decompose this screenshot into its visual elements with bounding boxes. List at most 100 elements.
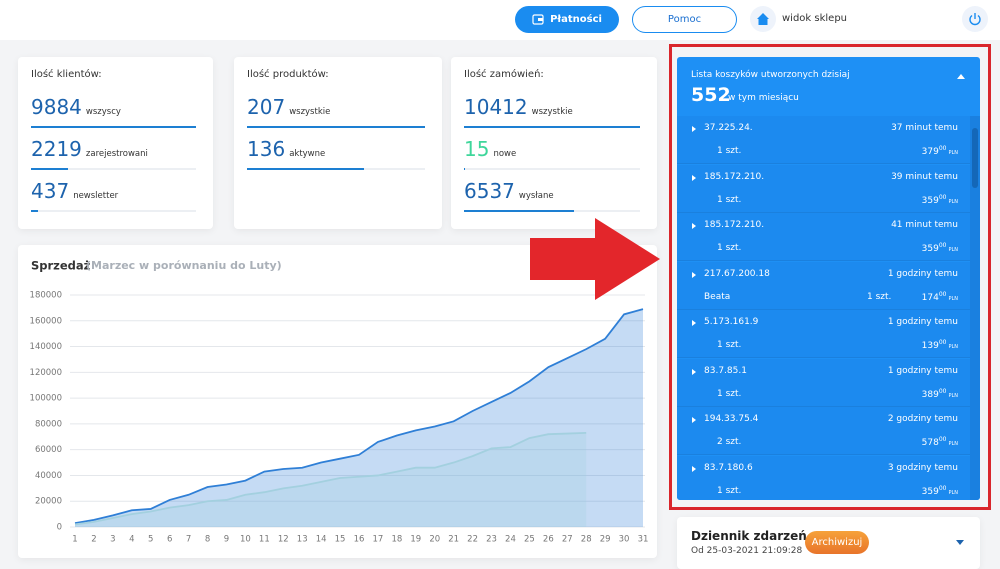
price-cents: 00 bbox=[938, 242, 947, 249]
stat-label: wysłane bbox=[518, 191, 554, 201]
price-amount: 578 bbox=[921, 438, 939, 448]
x-tick-label: 20 bbox=[429, 535, 440, 545]
cart-item[interactable]: 194.33.75.4 2 godziny temu 2 szt. 57800PLN bbox=[677, 407, 970, 455]
price-cents: 00 bbox=[938, 193, 947, 201]
cart-qty: 1 szt. bbox=[717, 485, 742, 496]
help-label: Pomoc bbox=[667, 14, 702, 25]
price-currency: PLN bbox=[948, 344, 958, 350]
chart-subtitle: (Marzec w porównaniu do Luty) bbox=[86, 259, 282, 272]
power-button[interactable] bbox=[962, 6, 988, 32]
caret-shape bbox=[692, 320, 696, 326]
cart-qty: 1 szt. bbox=[717, 388, 742, 399]
log-title: Dziennik zdarzeń bbox=[691, 529, 807, 543]
series-line bbox=[74, 308, 644, 525]
x-tick-label: 6 bbox=[167, 535, 172, 545]
cart-item[interactable]: 185.172.210. 41 minut temu 1 szt. 35900PLN bbox=[677, 213, 970, 261]
shop-link[interactable]: widok sklepu bbox=[782, 13, 848, 24]
x-tick-label: 1 bbox=[72, 535, 77, 545]
stat-value: 2219 bbox=[31, 137, 82, 161]
stat-row: 207 wszystkie bbox=[247, 95, 330, 119]
x-tick-label: 29 bbox=[600, 535, 611, 545]
x-tick-label: 18 bbox=[391, 535, 402, 545]
help-button[interactable]: Pomoc bbox=[632, 6, 737, 33]
x-tick-label: 7 bbox=[186, 535, 191, 545]
chart-card: Sprzedaż (Marzec w porównaniu do Luty) 0… bbox=[18, 245, 657, 558]
collapse-icon[interactable] bbox=[956, 71, 966, 81]
price-cents: 00 bbox=[938, 484, 947, 492]
caret-shape bbox=[692, 223, 696, 229]
card-title: Ilość klientów: bbox=[31, 69, 102, 80]
scroll-thumb[interactable] bbox=[972, 128, 978, 188]
price-currency: PLN bbox=[948, 392, 958, 399]
price-currency: PLN bbox=[948, 247, 958, 253]
stat-row: 136 aktywne bbox=[247, 137, 325, 161]
archive-button[interactable]: Archiwizuj bbox=[805, 531, 869, 554]
cart-item[interactable]: 217.67.200.18 1 godziny temu Beata 1 szt. 17… bbox=[677, 261, 970, 310]
cart-time: 1 godziny temu bbox=[887, 317, 958, 327]
x-tick-label: 23 bbox=[486, 535, 497, 545]
progress-track bbox=[31, 210, 196, 212]
progress-bar bbox=[464, 210, 575, 212]
cart-qty: 1 szt. bbox=[717, 146, 742, 156]
cart-item[interactable]: 83.7.85.1 1 godziny temu 1 szt. 38900PLN bbox=[677, 358, 970, 407]
x-tick-label: 19 bbox=[410, 535, 421, 545]
x-tick-label: 10 bbox=[240, 535, 251, 545]
stat-card: Ilość zamówień: 10412 wszystkie 15 nowe 6537 w… bbox=[451, 57, 657, 229]
cart-time: 2 godziny temu bbox=[887, 414, 958, 424]
x-tick-label: 21 bbox=[448, 535, 459, 545]
expand-icon[interactable] bbox=[955, 537, 965, 547]
price-currency: PLN bbox=[948, 198, 958, 205]
x-tick-label: 4 bbox=[129, 535, 134, 545]
cart-item[interactable]: 37.225.24. 37 minut temu 1 szt. 37900PLN bbox=[677, 116, 970, 164]
price-cents: 00 bbox=[938, 339, 947, 346]
y-tick-label: 60000 bbox=[35, 445, 62, 455]
cart-item[interactable]: 185.172.210. 39 minut temu 1 szt. 35900PLN bbox=[677, 164, 970, 213]
caret-shape bbox=[692, 271, 696, 278]
x-tick-label: 17 bbox=[373, 535, 384, 545]
cart-qty: 1 szt. bbox=[717, 243, 742, 253]
archive-label: Archiwizuj bbox=[811, 537, 863, 548]
stat-value: 15 bbox=[464, 137, 490, 161]
price-amount: 359 bbox=[921, 244, 939, 254]
card-title: Ilość produktów: bbox=[247, 69, 329, 80]
cart-item[interactable]: 5.173.161.9 1 godziny temu 1 szt. 13900PLN bbox=[677, 310, 970, 358]
cart-ip: 83.7.85.1 bbox=[704, 365, 747, 376]
payments-button[interactable]: Płatności bbox=[515, 6, 619, 33]
price-currency: PLN bbox=[948, 295, 958, 302]
cart-item[interactable]: 83.7.180.6 3 godziny temu 1 szt. 35900PLN bbox=[677, 455, 970, 500]
cart-price: 35900PLN bbox=[922, 242, 958, 254]
stat-row: 437 newsletter bbox=[31, 179, 118, 203]
x-tick-label: 15 bbox=[335, 535, 346, 545]
progress-bar bbox=[31, 168, 69, 170]
x-tick-label: 26 bbox=[543, 535, 554, 545]
x-tick-label: 9 bbox=[224, 535, 229, 545]
price-cents: 00 bbox=[938, 145, 947, 152]
price-cents: 00 bbox=[938, 387, 947, 395]
payments-label: Płatności bbox=[550, 14, 602, 25]
cart-time: 3 godziny temu bbox=[887, 462, 958, 473]
cart-time: 1 godziny temu bbox=[887, 268, 958, 279]
y-tick-label: 80000 bbox=[35, 419, 62, 429]
carts-panel: Lista koszyków utworzonych dzisiaj 552 w… bbox=[677, 57, 980, 500]
cart-ip: 185.172.210. bbox=[704, 220, 765, 230]
progress-bar bbox=[31, 210, 39, 212]
price-cents: 00 bbox=[938, 290, 947, 298]
x-tick-label: 16 bbox=[354, 535, 365, 545]
series-area bbox=[75, 309, 643, 527]
stat-label: zarejestrowani bbox=[85, 149, 148, 159]
x-tick-label: 14 bbox=[316, 535, 327, 545]
series-line bbox=[74, 432, 587, 526]
stat-label: aktywne bbox=[289, 149, 326, 159]
home-icon[interactable] bbox=[750, 6, 776, 32]
x-tick-label: 31 bbox=[638, 535, 649, 545]
cart-price: 13900PLN bbox=[922, 339, 958, 351]
caret-shape bbox=[692, 465, 696, 472]
price-amount: 379 bbox=[921, 147, 939, 157]
progress-bar bbox=[464, 126, 640, 128]
expand-caret bbox=[692, 465, 696, 472]
stat-row: 9884 wszyscy bbox=[31, 95, 121, 119]
expand-caret bbox=[692, 126, 696, 132]
stat-label: nowe bbox=[493, 149, 517, 159]
carts-count-label: w tym miesiącu bbox=[728, 93, 799, 103]
